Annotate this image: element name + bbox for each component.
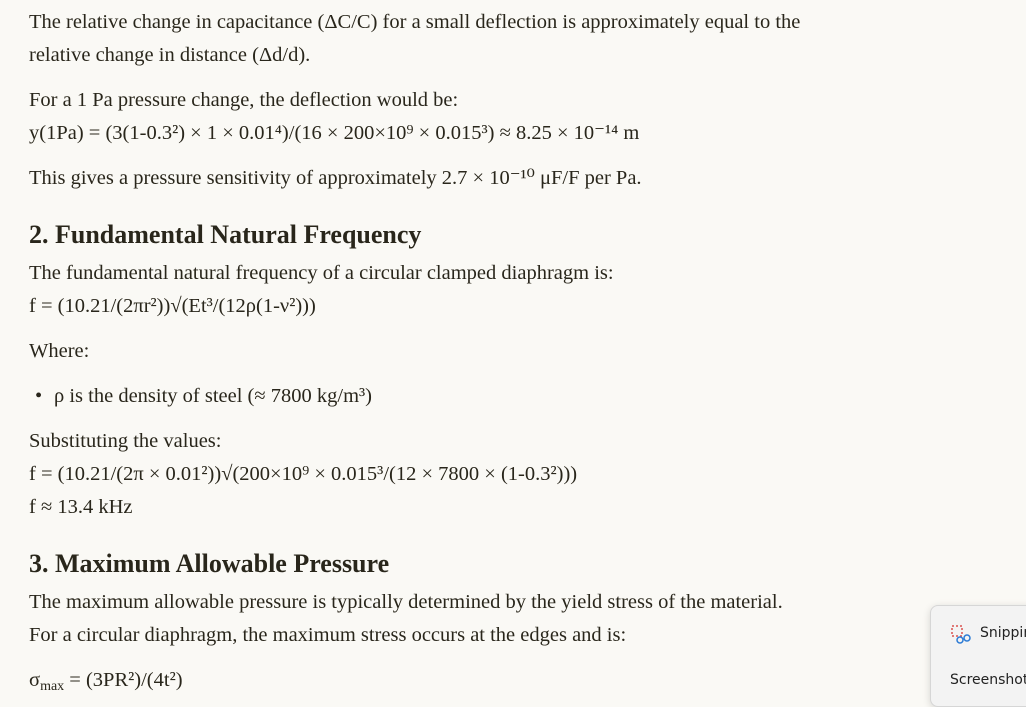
document: The relative change in capacitance (ΔC/C…	[29, 6, 909, 697]
section-heading: 2. Fundamental Natural Frequency	[29, 220, 422, 249]
notification-body: Screenshot	[950, 672, 1026, 688]
spacer	[29, 150, 909, 162]
text-line: For a 1 Pa pressure change, the deflecti…	[29, 89, 459, 111]
section-heading: 3. Maximum Allowable Pressure	[29, 549, 390, 578]
spacer	[29, 195, 909, 207]
notification-title: Snipping Tool	[980, 625, 1026, 641]
text-line: The fundamental natural frequency of a c…	[29, 262, 614, 284]
text-line: The maximum allowable pressure is typica…	[29, 591, 783, 613]
spacer	[29, 323, 909, 335]
text-line: This gives a pressure sensitivity of app…	[29, 167, 642, 189]
text-line: relative change in distance (Δd/d).	[29, 44, 311, 66]
text-line: Substituting the values:	[29, 430, 222, 452]
text-line: f = (10.21/(2π × 0.01²))√(200×10⁹ × 0.01…	[29, 463, 578, 485]
snipping-icon	[951, 625, 971, 644]
spacer	[29, 524, 909, 536]
spacer	[29, 413, 909, 425]
text-line: f ≈ 13.4 kHz	[29, 496, 133, 518]
notification-toast[interactable]: Snipping Tool Screenshot	[930, 605, 1026, 707]
formula-rest: = (3PR²)/(4t²)	[64, 669, 183, 691]
formula-line: σmax = (3PR²)/(4t²)	[29, 664, 909, 697]
text-line: For a circular diaphragm, the maximum st…	[29, 624, 627, 646]
bullet-item: ρ is the density of steel (≈ 7800 kg/m³)	[29, 380, 909, 413]
page: {"document": { "blocks": [ {"lines": ["T…	[0, 0, 1026, 683]
text-line: y(1Pa) = (3(1-0.3²) × 1 × 0.01⁴)/(16 × 2…	[29, 122, 640, 144]
formula-subscript: max	[40, 679, 65, 694]
text-line: f = (10.21/(2πr²))√(Et³/(12ρ(1-ν²)))	[29, 295, 316, 317]
spacer	[29, 368, 909, 380]
spacer	[29, 652, 909, 664]
text-line: The relative change in capacitance (ΔC/C…	[29, 11, 801, 33]
spacer	[29, 72, 909, 84]
formula-symbol: σ	[29, 669, 41, 691]
text-line: Where:	[29, 340, 90, 362]
page-body: The relative change in capacitance (ΔC/C…	[0, 0, 1026, 683]
